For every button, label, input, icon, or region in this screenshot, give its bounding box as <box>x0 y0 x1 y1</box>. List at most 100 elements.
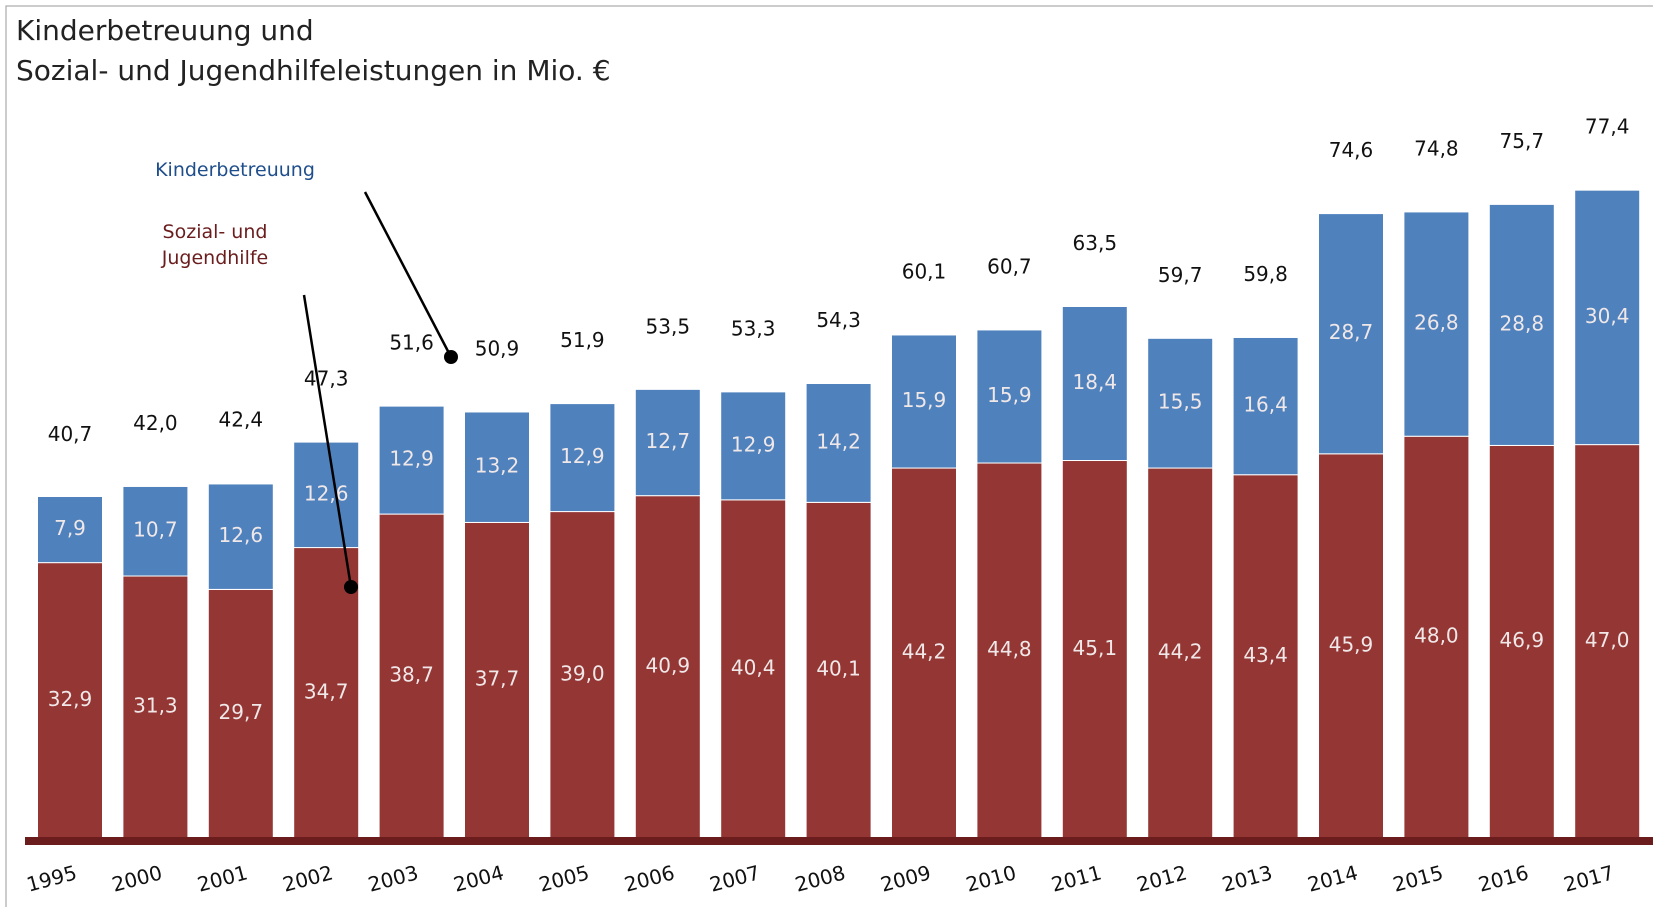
value-label: 15,9 <box>902 388 947 412</box>
x-tick-label: 2012 <box>1134 860 1189 896</box>
value-label: 45,1 <box>1073 636 1118 660</box>
bar-segment <box>122 575 189 839</box>
value-label: 18,4 <box>1073 370 1118 394</box>
bar-segment <box>1061 306 1128 462</box>
value-label: 48,0 <box>1414 624 1459 648</box>
total-label: 74,8 <box>1414 136 1459 160</box>
bar-segment <box>1488 203 1555 446</box>
x-tick-label: 2004 <box>451 860 506 896</box>
bar-segment <box>805 501 872 839</box>
x-tick-label: 2007 <box>707 860 762 896</box>
value-label: 12,9 <box>389 447 434 471</box>
value-label: 43,4 <box>1243 643 1288 667</box>
bar-segment <box>805 383 872 503</box>
total-label: 42,4 <box>219 408 264 432</box>
bar-segment <box>1232 474 1299 839</box>
bar-segment <box>720 499 787 839</box>
value-label: 16,4 <box>1243 393 1288 417</box>
value-label: 14,2 <box>816 429 861 453</box>
value-label: 28,7 <box>1329 320 1374 344</box>
value-label: 15,5 <box>1158 390 1203 414</box>
value-label: 45,9 <box>1329 632 1374 656</box>
bar-segment <box>122 485 189 577</box>
legend-entry: Kinderbetreuung <box>155 159 315 181</box>
value-label: 13,2 <box>475 454 520 478</box>
x-tick-label: 2003 <box>366 860 421 896</box>
value-label: 12,9 <box>731 432 776 456</box>
bar-segment <box>1318 213 1384 455</box>
bar-segment <box>1574 189 1641 446</box>
value-label: 15,9 <box>987 383 1032 407</box>
total-label: 53,5 <box>646 315 691 339</box>
x-tick-label: 2000 <box>109 860 164 896</box>
value-label: 12,9 <box>560 444 605 468</box>
x-tick-label: 2010 <box>963 860 1018 896</box>
total-label: 75,7 <box>1500 129 1545 153</box>
bar-segment <box>207 483 274 590</box>
value-label: 29,7 <box>219 700 264 724</box>
value-label: 32,9 <box>48 687 93 711</box>
value-label: 39,0 <box>560 661 605 685</box>
value-label: 12,6 <box>304 481 349 505</box>
total-label: 54,3 <box>816 308 861 332</box>
bar-segment <box>1488 444 1555 839</box>
x-tick-label: 2002 <box>280 860 335 896</box>
legend-entry: Sozial- und Jugendhilfe <box>161 221 269 269</box>
chart-title: Sozial- und Jugendhilfeleistungen in Mio… <box>16 54 611 87</box>
plot: 32,9 7,9 40,7 1995 31,3 10,7 42,0 2000 29,7 12,6 4… <box>24 115 1653 897</box>
legend-pointer-dot <box>344 580 358 594</box>
total-label: 74,6 <box>1329 138 1374 162</box>
bar-segment <box>464 411 530 523</box>
value-label: 44,2 <box>1158 640 1203 664</box>
bar-segment <box>293 441 360 549</box>
total-label: 53,3 <box>731 316 776 340</box>
bar-segment <box>976 329 1043 464</box>
frame <box>5 5 1653 907</box>
bar-segment <box>207 588 274 839</box>
bar-segment <box>634 388 701 497</box>
value-label: 31,3 <box>133 694 178 718</box>
x-tick-label: 2016 <box>1476 860 1531 896</box>
value-label: 12,7 <box>646 429 691 453</box>
value-label: 44,2 <box>902 640 947 664</box>
total-label: 42,0 <box>133 411 178 435</box>
total-label: 63,5 <box>1073 231 1118 255</box>
x-tick-label: 2006 <box>622 860 677 896</box>
value-label: 34,7 <box>304 679 349 703</box>
total-label: 51,9 <box>560 328 605 352</box>
bar-segment <box>378 405 445 515</box>
bar-segment <box>1147 337 1214 469</box>
x-tick-label: 2005 <box>536 860 591 896</box>
value-label: 30,4 <box>1585 304 1630 328</box>
x-tick-label: 2013 <box>1220 860 1275 896</box>
total-label: 51,6 <box>389 331 434 355</box>
bar-segment <box>976 462 1043 839</box>
x-tick-label: 1995 <box>24 860 79 896</box>
value-label: 40,4 <box>731 655 776 679</box>
x-tick-label: 2015 <box>1390 860 1445 896</box>
total-label: 59,7 <box>1158 263 1203 287</box>
bar-segment <box>37 562 103 839</box>
total-label: 50,9 <box>475 336 520 360</box>
value-label: 40,1 <box>816 657 861 681</box>
x-tick-label: 2009 <box>878 860 933 896</box>
x-tick-label: 2008 <box>793 860 848 896</box>
bar-segment <box>37 496 103 564</box>
bar-segment <box>891 467 957 839</box>
total-label: 60,7 <box>987 254 1032 278</box>
bar-segment <box>1574 444 1641 839</box>
baseline <box>25 837 1653 845</box>
bar-segment <box>1061 460 1128 839</box>
legend-pointer <box>363 191 453 358</box>
value-label: 44,8 <box>987 637 1032 661</box>
legend-pointer-dot <box>444 350 458 364</box>
bar-segment <box>634 495 701 839</box>
value-label: 7,9 <box>54 516 86 540</box>
bar-segment <box>1318 453 1384 839</box>
value-label: 40,9 <box>646 653 691 677</box>
bar-segment <box>464 521 530 839</box>
x-tick-label: 2017 <box>1561 860 1616 896</box>
bar-segment <box>293 547 360 839</box>
